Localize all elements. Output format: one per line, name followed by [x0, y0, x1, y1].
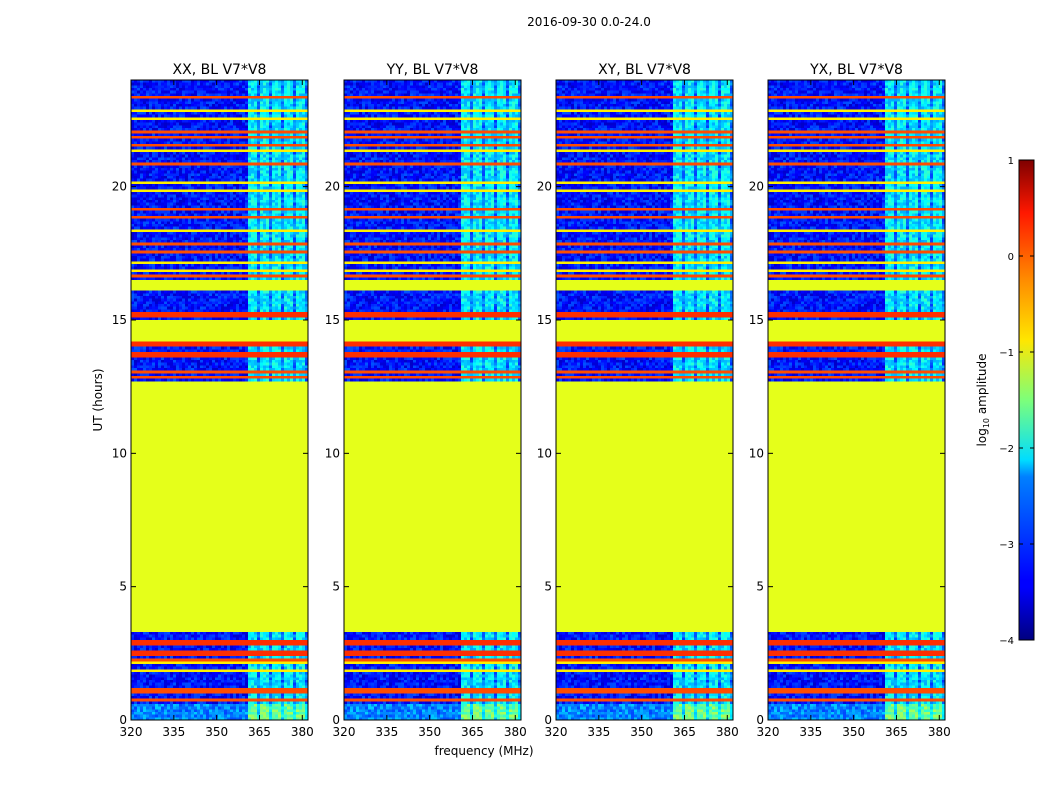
x-tick-label: 365 [885, 725, 908, 739]
panel-title: YX, BL V7*V8 [809, 62, 903, 78]
y-tick-label: 20 [325, 180, 340, 194]
panel-1: XX, BL V7*V8 320 335 350 365 380 0 5 10 15 20 [112, 62, 314, 739]
x-tick-label: 365 [248, 725, 271, 739]
y-tick-label: 0 [544, 713, 552, 727]
x-tick-label: 380 [928, 725, 951, 739]
x-tick-label: 380 [716, 725, 739, 739]
panel-2: YY, BL V7*V8 320 335 350 365 380 0 5 10 15 20 [325, 62, 527, 739]
x-tick-label: 350 [205, 725, 228, 739]
colorbar-ticks: 1 0 −1 −2 −3 −4 [999, 156, 1034, 647]
x-tick-label: 365 [461, 725, 484, 739]
x-tick-label: 335 [375, 725, 398, 739]
axes-frame [555, 79, 734, 721]
y-tick-label: 5 [332, 580, 340, 594]
colorbar-tick-label: −1 [999, 348, 1014, 359]
colorbar-tick-label: 0 [1008, 252, 1014, 263]
colorbar-tick-label: −2 [999, 444, 1014, 455]
y-tick-label: 15 [749, 313, 764, 327]
y-tick-label: 0 [119, 713, 127, 727]
colorbar-gradient [1018, 159, 1035, 641]
panel-3: XY, BL V7*V8 320 335 350 365 380 0 5 10 15 20 [537, 62, 739, 739]
x-tick-label: 350 [418, 725, 441, 739]
y-tick-label: 20 [112, 180, 127, 194]
x-tick-label: 320 [333, 725, 356, 739]
y-tick-label: 20 [537, 180, 552, 194]
panel-4: YX, BL V7*V8 320 335 350 365 380 0 5 10 15 20 [749, 62, 951, 739]
y-tick-label: 5 [119, 580, 127, 594]
x-tick-label: 350 [630, 725, 653, 739]
y-tick-label: 15 [112, 313, 127, 327]
heatmap-image [131, 80, 308, 720]
x-tick-label: 365 [673, 725, 696, 739]
y-tick-label: 0 [756, 713, 764, 727]
panel-title: XX, BL V7*V8 [173, 62, 267, 78]
colorbar-tick-label: −3 [999, 540, 1014, 551]
x-tick-label: 350 [842, 725, 865, 739]
colorbar-tick-label: 1 [1008, 156, 1014, 167]
y-tick-label: 15 [537, 313, 552, 327]
axes-frame [343, 79, 522, 721]
y-tick-label: 10 [537, 446, 552, 460]
axes-frame [767, 79, 946, 721]
y-tick-label: 5 [544, 580, 552, 594]
x-tick-label: 320 [757, 725, 780, 739]
heatmap-image [768, 80, 945, 720]
x-axis-label: frequency (MHz) [434, 744, 533, 758]
y-tick-label: 10 [112, 446, 127, 460]
x-tick-label: 335 [162, 725, 185, 739]
colorbar-tick-label: −4 [999, 636, 1014, 647]
y-tick-label: 20 [749, 180, 764, 194]
panel-title: XY, BL V7*V8 [598, 62, 691, 78]
x-tick-label: 380 [504, 725, 527, 739]
y-tick-label: 0 [332, 713, 340, 727]
heatmap-image [556, 80, 733, 720]
y-tick-label: 15 [325, 313, 340, 327]
x-tick-label: 380 [291, 725, 314, 739]
y-tick-label: 10 [749, 446, 764, 460]
figure-suptitle: 2016-09-30 0.0-24.0 [527, 15, 651, 29]
x-tick-label: 335 [587, 725, 610, 739]
heatmap-image [344, 80, 521, 720]
x-tick-label: 320 [545, 725, 568, 739]
axes-frame [130, 79, 309, 721]
x-tick-label: 320 [120, 725, 143, 739]
panel-title: YY, BL V7*V8 [386, 62, 479, 78]
y-axis-label: UT (hours) [91, 368, 105, 431]
y-tick-label: 10 [325, 446, 340, 460]
y-tick-label: 5 [756, 580, 764, 594]
x-tick-label: 335 [799, 725, 822, 739]
colorbar-label: log10 amplitude [975, 354, 991, 447]
colorbar: 1 0 −1 −2 −3 −4 log10 amplitude [975, 156, 1035, 647]
